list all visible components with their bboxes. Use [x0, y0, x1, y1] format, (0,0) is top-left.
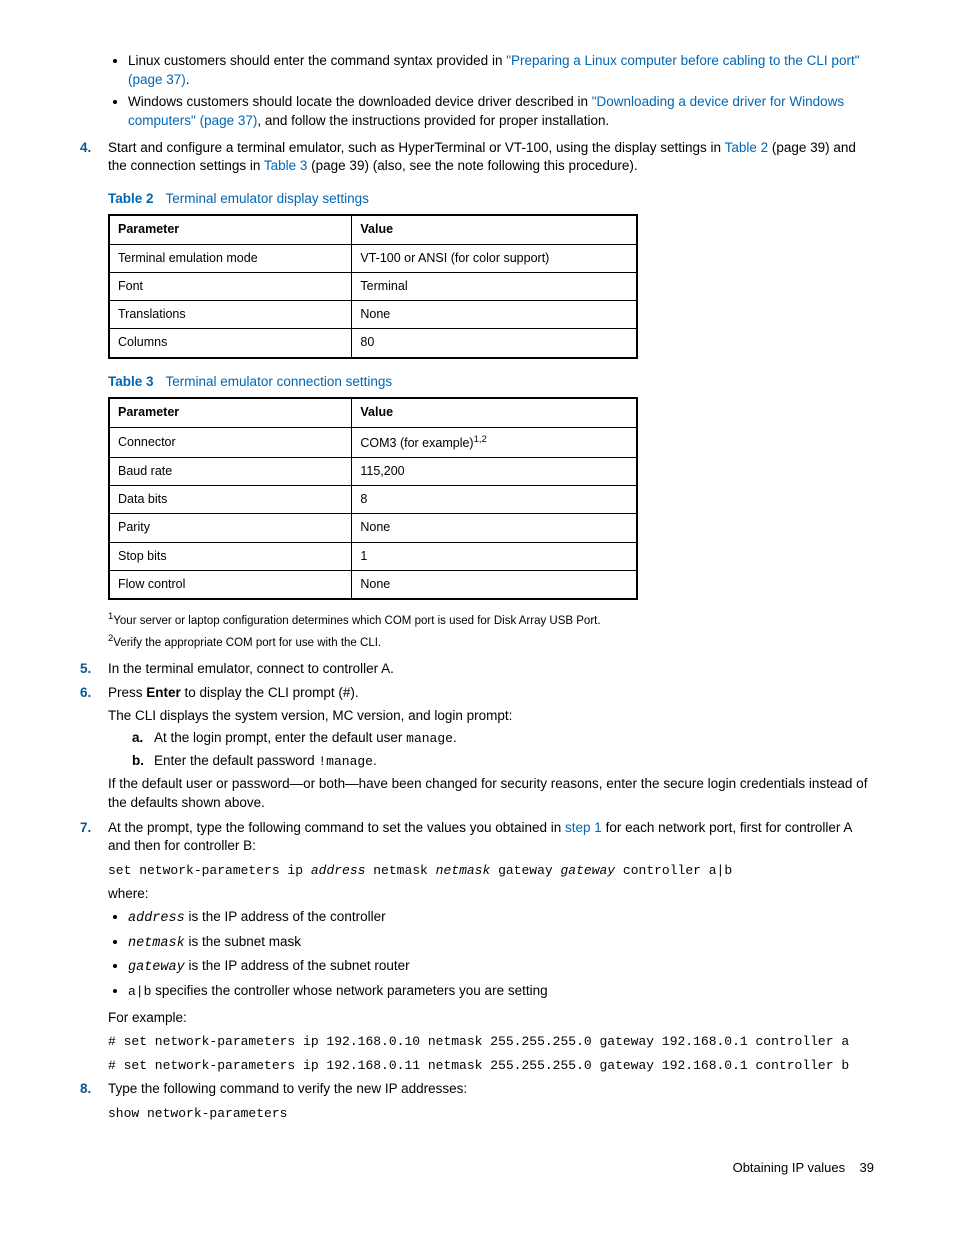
param-ab: a|b specifies the controller whose netwo…	[128, 982, 874, 1001]
table-label: Table 3	[108, 374, 154, 389]
step-6a: a. At the login prompt, enter the default…	[132, 729, 874, 748]
text: Press	[108, 685, 146, 700]
step-5: 5. In the terminal emulator, connect to …	[80, 660, 874, 679]
step-number: 8.	[80, 1080, 91, 1099]
text: .	[453, 730, 457, 745]
step-6: 6. Press Enter to display the CLI prompt…	[80, 684, 874, 812]
text: At the prompt, type the following comman…	[108, 820, 565, 835]
text: .	[373, 753, 377, 768]
table-cell: None	[352, 514, 637, 542]
text: If the default user or password—or both—…	[108, 775, 874, 812]
text: to display the CLI prompt (#).	[181, 685, 359, 700]
text: Type the following command to verify the…	[108, 1081, 467, 1096]
table3: Parameter Value ConnectorCOM3 (for examp…	[108, 397, 638, 600]
text: is the subnet mask	[185, 934, 301, 949]
param-address: address is the IP address of the control…	[128, 908, 874, 929]
code: manage	[406, 731, 453, 746]
table-header: Value	[352, 215, 637, 244]
table-cell: None	[352, 570, 637, 599]
text: Start and configure a terminal emulator,…	[108, 140, 725, 155]
step-6b: b. Enter the default password !manage.	[132, 752, 874, 771]
code: a|b	[128, 984, 151, 999]
text: For example:	[108, 1009, 874, 1028]
step-number: 4.	[80, 139, 91, 158]
text: Linux customers should enter the command…	[128, 53, 506, 68]
table-cell: Terminal emulation mode	[109, 244, 352, 272]
code: netmask	[128, 936, 185, 951]
link-table3[interactable]: Table 3	[264, 158, 308, 173]
table-cell: 115,200	[352, 457, 637, 485]
text: In the terminal emulator, connect to con…	[108, 661, 394, 676]
text: At the login prompt, enter the default u…	[154, 730, 406, 745]
code: address	[128, 911, 185, 926]
text: specifies the controller whose network p…	[151, 983, 547, 998]
text: Windows customers should locate the down…	[128, 94, 592, 109]
bold: Enter	[146, 685, 181, 700]
step-7: 7. At the prompt, type the following com…	[80, 819, 874, 1075]
command: show network-parameters	[108, 1105, 874, 1123]
table-cell: Terminal	[352, 272, 637, 300]
table-cell: Stop bits	[109, 542, 352, 570]
link-table2[interactable]: Table 2	[725, 140, 769, 155]
step-8: 8. Type the following command to verify …	[80, 1080, 874, 1122]
alpha-label: a.	[132, 729, 143, 748]
footnote-2: 2Verify the appropriate COM port for use…	[108, 632, 874, 652]
table-label: Table 2	[108, 191, 154, 206]
step-number: 7.	[80, 819, 91, 838]
step-number: 5.	[80, 660, 91, 679]
table3-caption: Table 3 Terminal emulator connection sett…	[108, 373, 874, 392]
bullet-windows: Windows customers should locate the down…	[128, 93, 874, 130]
table-desc: Terminal emulator display settings	[166, 191, 369, 206]
link-step1[interactable]: step 1	[565, 820, 602, 835]
top-bullets: Linux customers should enter the command…	[108, 52, 874, 131]
bullet-linux: Linux customers should enter the command…	[128, 52, 874, 89]
step-4: 4. Start and configure a terminal emulat…	[80, 139, 874, 176]
superscript: 1,2	[474, 434, 487, 445]
table-cell: Font	[109, 272, 352, 300]
text: The CLI displays the system version, MC …	[108, 707, 874, 726]
text: (page 39) (also, see the note following …	[307, 158, 637, 173]
page-footer: Obtaining IP values 39	[80, 1159, 874, 1177]
table-header: Value	[352, 398, 637, 427]
table-cell: Translations	[109, 301, 352, 329]
table-cell: Columns	[109, 329, 352, 358]
text: .	[186, 72, 190, 87]
command-syntax: set network-parameters ip address netmas…	[108, 862, 874, 880]
table-cell: Connector	[109, 427, 352, 457]
table-header: Parameter	[109, 398, 352, 427]
footer-page: 39	[860, 1160, 874, 1175]
footer-section: Obtaining IP values	[733, 1160, 846, 1175]
table2: Parameter Value Terminal emulation modeV…	[108, 214, 638, 358]
param-gateway: gateway is the IP address of the subnet …	[128, 957, 874, 978]
text: , and follow the instructions provided f…	[257, 113, 609, 128]
table-cell: Flow control	[109, 570, 352, 599]
text: Enter the default password	[154, 753, 318, 768]
example-command-1: # set network-parameters ip 192.168.0.10…	[108, 1033, 874, 1051]
code: gateway	[128, 960, 185, 975]
table-cell: Baud rate	[109, 457, 352, 485]
table-cell: VT-100 or ANSI (for color support)	[352, 244, 637, 272]
example-command-2: # set network-parameters ip 192.168.0.11…	[108, 1057, 874, 1075]
text: is the IP address of the controller	[185, 909, 386, 924]
step-number: 6.	[80, 684, 91, 703]
text: is the IP address of the subnet router	[185, 958, 410, 973]
text: Verify the appropriate COM port for use …	[113, 637, 381, 649]
table-cell: COM3 (for example)1,2	[352, 427, 637, 457]
table2-caption: Table 2 Terminal emulator display setting…	[108, 190, 874, 209]
code: !manage	[318, 754, 373, 769]
text: Your server or laptop configuration dete…	[113, 615, 600, 627]
footnote-1: 1Your server or laptop configuration det…	[108, 610, 874, 630]
text: where:	[108, 885, 874, 904]
table-cell: Parity	[109, 514, 352, 542]
table-cell: Data bits	[109, 486, 352, 514]
table-cell: 80	[352, 329, 637, 358]
table-header: Parameter	[109, 215, 352, 244]
alpha-label: b.	[132, 752, 144, 771]
param-netmask: netmask is the subnet mask	[128, 933, 874, 954]
table-desc: Terminal emulator connection settings	[166, 374, 393, 389]
table-cell: 1	[352, 542, 637, 570]
table-cell: 8	[352, 486, 637, 514]
table-cell: None	[352, 301, 637, 329]
